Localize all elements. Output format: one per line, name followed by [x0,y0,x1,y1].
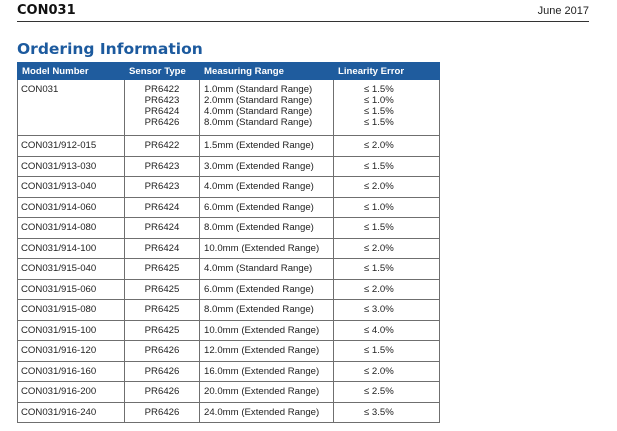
model-cell: CON031/915-100 [17,319,125,341]
range-cell: 4.0mm (Standard Range) [199,258,334,280]
table-row: CON031/915-040 PR6425 4.0mm (Standard Rang… [17,258,440,280]
model-cell: CON031/916-200 [17,381,125,403]
sensor-cell: PR6426 [124,360,200,382]
sensor-cell: PR6422 PR6423 PR6424 PR6426 [124,79,200,136]
table-row: CON031/916-240 PR6426 24.0mm (Extended Ran… [17,401,440,423]
range-cell: 4.0mm (Extended Range) [199,176,334,198]
sensor-cell: PR6425 [124,258,200,280]
range-cell: 8.0mm (Extended Range) [199,217,334,239]
range-cell: 10.0mm (Extended Range) [199,319,334,341]
linearity-value: ≤ 1.5% [364,117,394,128]
table-row: CON031/913-030 PR6423 3.0mm (Extended Rang… [17,155,440,177]
column-header-sensor: Sensor Type [124,62,200,80]
linearity-cell: ≤ 2.0% [333,278,440,300]
range-cell: 20.0mm (Extended Range) [199,381,334,403]
linearity-cell: ≤ 2.0% [333,135,440,157]
sensor-cell: PR6424 [124,237,200,259]
range-cell: 10.0mm (Extended Range) [199,237,334,259]
model-cell: CON031/913-040 [17,176,125,198]
range-cell: 6.0mm (Extended Range) [199,196,334,218]
sensor-value: PR6423 [144,95,180,106]
model-cell: CON031/914-060 [17,196,125,218]
model-cell: CON031/912-015 [17,135,125,157]
table-row: CON031/913-040 PR6423 4.0mm (Extended Rang… [17,176,440,198]
model-cell: CON031/915-080 [17,299,125,321]
range-value: 4.0mm (Standard Range) [204,106,313,117]
model-cell: CON031/915-060 [17,278,125,300]
linearity-cell: ≤ 1.0% [333,196,440,218]
linearity-cell: ≤ 1.5% [333,217,440,239]
linearity-value: ≤ 1.5% [364,106,394,117]
range-cell: 1.0mm (Standard Range) 2.0mm (Standard R… [199,79,334,136]
linearity-cell: ≤ 2.0% [333,360,440,382]
column-header-model: Model Number [17,62,125,80]
range-value: 1.0mm (Standard Range) [204,84,313,95]
linearity-cell: ≤ 2.5% [333,381,440,403]
ordering-table: Model Number Sensor Type Measuring Range… [17,62,440,423]
table-row: CON031/915-060 PR6425 6.0mm (Extended Rang… [17,278,440,300]
sensor-cell: PR6425 [124,319,200,341]
linearity-cell: ≤ 4.0% [333,319,440,341]
table-row: CON031/916-160 PR6426 16.0mm (Extended Ran… [17,360,440,382]
table-row: CON031/915-080 PR6425 8.0mm (Extended Rang… [17,299,440,321]
document-code: CON031 [17,3,76,18]
table-row: CON031/914-060 PR6424 6.0mm (Extended Rang… [17,196,440,218]
linearity-cell: ≤ 2.0% [333,176,440,198]
linearity-cell: ≤ 1.5% [333,340,440,362]
range-value: 2.0mm (Standard Range) [204,95,313,106]
model-cell: CON031 [17,79,125,136]
sensor-cell: PR6423 [124,155,200,177]
sensor-cell: PR6424 [124,196,200,218]
range-cell: 6.0mm (Extended Range) [199,278,334,300]
table-row: CON031/914-100 PR6424 10.0mm (Extended Ran… [17,237,440,259]
range-cell: 1.5mm (Extended Range) [199,135,334,157]
sensor-value: PR6426 [144,117,180,128]
linearity-value: ≤ 1.5% [364,84,394,95]
model-cell: CON031/916-240 [17,401,125,423]
sensor-cell: PR6423 [124,176,200,198]
linearity-cell: ≤ 3.0% [333,299,440,321]
model-cell: CON031/916-160 [17,360,125,382]
document-date: June 2017 [537,5,589,17]
header-divider [17,21,589,22]
column-header-linearity: Linearity Error [333,62,440,80]
table-row: CON031/916-200 PR6426 20.0mm (Extended Ran… [17,381,440,403]
sensor-cell: PR6425 [124,278,200,300]
sensor-cell: PR6426 [124,401,200,423]
sensor-cell: PR6425 [124,299,200,321]
table-row: CON031/914-080 PR6424 8.0mm (Extended Rang… [17,217,440,239]
sensor-cell: PR6422 [124,135,200,157]
range-cell: 3.0mm (Extended Range) [199,155,334,177]
table-row: CON031/915-100 PR6425 10.0mm (Extended Ran… [17,319,440,341]
page-header: CON031 June 2017 [0,0,617,22]
linearity-cell: ≤ 2.0% [333,237,440,259]
model-cell: CON031/915-040 [17,258,125,280]
sensor-cell: PR6424 [124,217,200,239]
linearity-cell: ≤ 1.5% ≤ 1.0% ≤ 1.5% ≤ 1.5% [333,79,440,136]
model-cell: CON031/914-100 [17,237,125,259]
range-cell: 24.0mm (Extended Range) [199,401,334,423]
column-header-range: Measuring Range [199,62,334,80]
range-value: 8.0mm (Standard Range) [204,117,313,128]
sensor-cell: PR6426 [124,340,200,362]
range-cell: 12.0mm (Extended Range) [199,340,334,362]
table-row: CON031/916-120 PR6426 12.0mm (Extended Ran… [17,340,440,362]
section-title: Ordering Information [17,40,203,58]
table-header-row: Model Number Sensor Type Measuring Range… [17,62,440,80]
model-cell: CON031/914-080 [17,217,125,239]
range-cell: 8.0mm (Extended Range) [199,299,334,321]
linearity-cell: ≤ 1.5% [333,155,440,177]
table-row: CON031 PR6422 PR6423 PR6424 PR6426 1.0mm… [17,79,440,136]
sensor-cell: PR6426 [124,381,200,403]
sensor-value: PR6422 [144,84,180,95]
model-cell: CON031/916-120 [17,340,125,362]
sensor-value: PR6424 [144,106,180,117]
linearity-cell: ≤ 3.5% [333,401,440,423]
linearity-value: ≤ 1.0% [364,95,394,106]
linearity-cell: ≤ 1.5% [333,258,440,280]
table-row: CON031/912-015 PR6422 1.5mm (Extended Rang… [17,135,440,157]
range-cell: 16.0mm (Extended Range) [199,360,334,382]
model-cell: CON031/913-030 [17,155,125,177]
